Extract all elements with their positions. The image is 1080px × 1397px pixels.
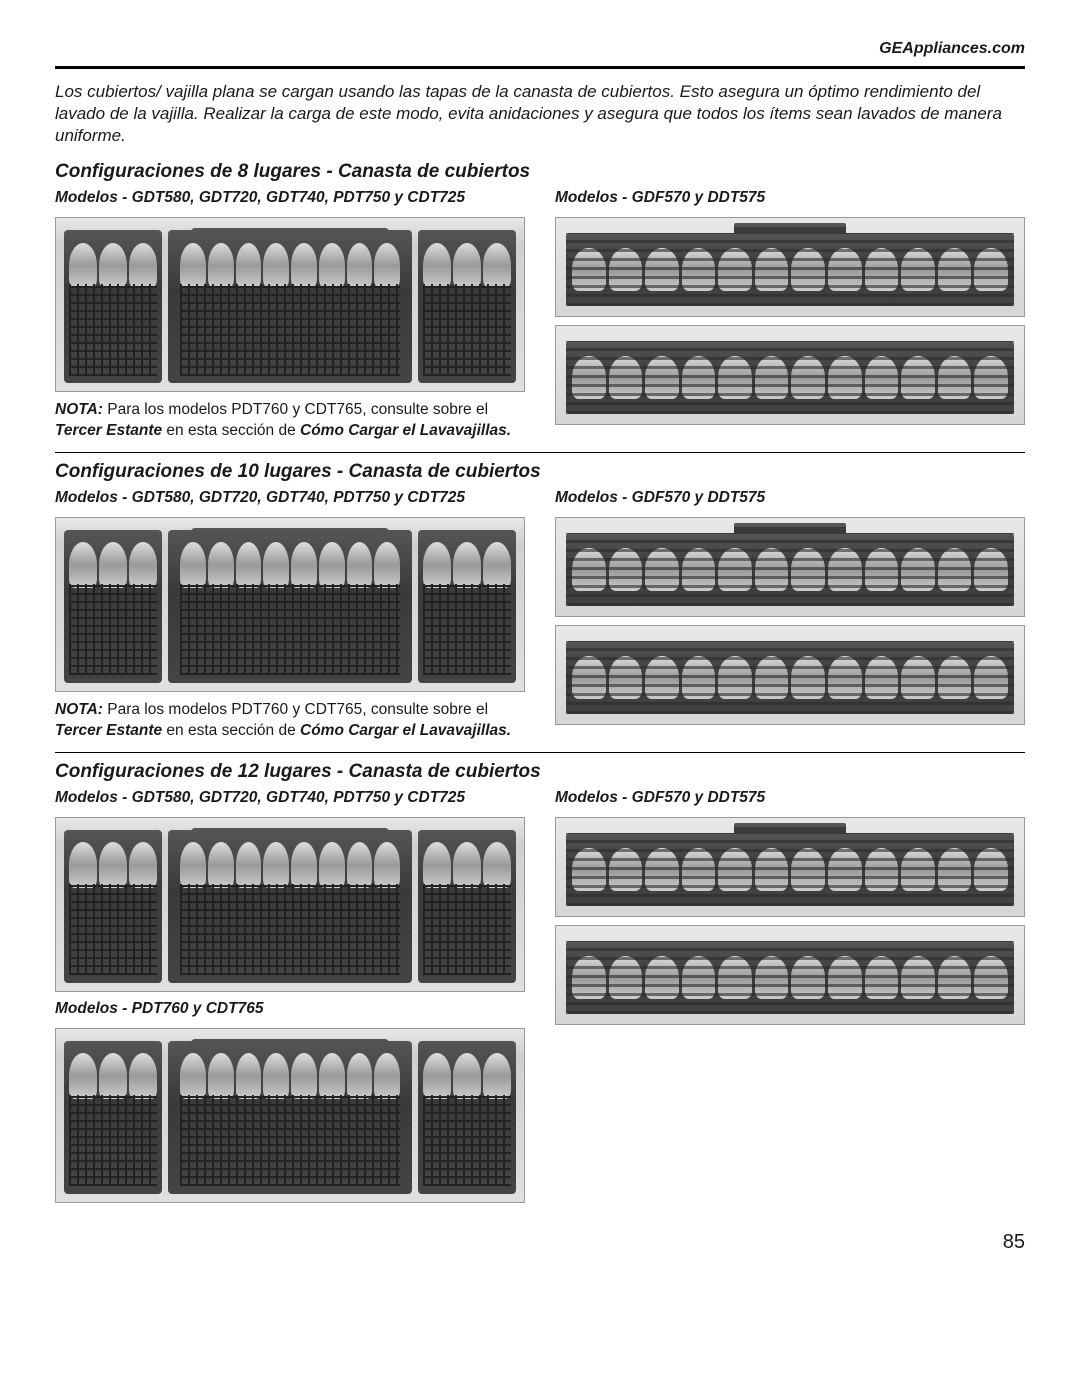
basket-image-8-right-top [555, 217, 1025, 317]
basket-image-10-right-top [555, 517, 1025, 617]
section-10-left-col: Modelos - GDT580, GDT720, GDT740, PDT750… [55, 489, 525, 742]
nota-text1-10: Para los modelos PDT760 y CDT765, consul… [103, 701, 488, 718]
section-8-title-prefix: Configuraciones de 8 lugares - [55, 161, 338, 182]
section-10-nota: NOTA: Para los modelos PDT760 y CDT765, … [55, 700, 525, 742]
nota-label: NOTA: [55, 401, 103, 418]
nota-text2: en esta sección de [162, 422, 300, 439]
nota-em1-10: Tercer Estante [55, 722, 162, 739]
basket-image-8-right-bottom [555, 325, 1025, 425]
section-8-right-models: Modelos - GDF570 y DDT575 [555, 189, 1025, 207]
header-site-link: GEAppliances.com [55, 40, 1025, 58]
section-8-left-col: Modelos - GDT580, GDT720, GDT740, PDT750… [55, 189, 525, 442]
section-10-left-models: Modelos - GDT580, GDT720, GDT740, PDT750… [55, 489, 525, 507]
section-divider-2 [55, 752, 1025, 753]
basket-image-12-right-top [555, 817, 1025, 917]
basket-image-10-right-bottom [555, 625, 1025, 725]
nota-text2-10: en esta sección de [162, 722, 300, 739]
page-number: 85 [55, 1231, 1025, 1254]
section-12-columns: Modelos - GDT580, GDT720, GDT740, PDT750… [55, 789, 1025, 1211]
nota-em1: Tercer Estante [55, 422, 162, 439]
section-8-columns: Modelos - GDT580, GDT720, GDT740, PDT750… [55, 189, 1025, 442]
section-10-title: Configuraciones de 10 lugares - Canasta … [55, 461, 1025, 483]
section-12-left-col: Modelos - GDT580, GDT720, GDT740, PDT750… [55, 789, 525, 1211]
section-10-title-prefix: Configuraciones de 10 lugares - [55, 461, 349, 482]
section-8-title: Configuraciones de 8 lugares - Canasta d… [55, 161, 1025, 183]
section-divider-1 [55, 452, 1025, 453]
basket-image-12-right-bottom [555, 925, 1025, 1025]
section-12-extra-models: Modelos - PDT760 y CDT765 [55, 1000, 525, 1018]
basket-image-10-left [55, 517, 525, 692]
nota-em2: Cómo Cargar el Lavavajillas. [300, 422, 511, 439]
section-10-columns: Modelos - GDT580, GDT720, GDT740, PDT750… [55, 489, 1025, 742]
intro-paragraph: Los cubiertos/ vajilla plana se cargan u… [55, 81, 1025, 147]
basket-image-12-extra [55, 1028, 525, 1203]
section-12-left-models: Modelos - GDT580, GDT720, GDT740, PDT750… [55, 789, 525, 807]
basket-image-8-left [55, 217, 525, 392]
section-8-title-bold: Canasta de cubiertos [338, 161, 530, 182]
section-12-title-prefix: Configuraciones de 12 lugares - [55, 761, 349, 782]
section-8-left-models: Modelos - GDT580, GDT720, GDT740, PDT750… [55, 189, 525, 207]
nota-text1: Para los modelos PDT760 y CDT765, consul… [103, 401, 488, 418]
section-12-right-models: Modelos - GDF570 y DDT575 [555, 789, 1025, 807]
nota-em2-10: Cómo Cargar el Lavavajillas. [300, 722, 511, 739]
section-12-title: Configuraciones de 12 lugares - Canasta … [55, 761, 1025, 783]
section-10-title-bold: Canasta de cubiertos [349, 461, 541, 482]
nota-label-10: NOTA: [55, 701, 103, 718]
section-10-right-models: Modelos - GDF570 y DDT575 [555, 489, 1025, 507]
section-10-right-col: Modelos - GDF570 y DDT575 [555, 489, 1025, 742]
section-12-right-col: Modelos - GDF570 y DDT575 [555, 789, 1025, 1211]
section-12-title-bold: Canasta de cubiertos [349, 761, 541, 782]
top-rule [55, 66, 1025, 69]
section-8-right-col: Modelos - GDF570 y DDT575 [555, 189, 1025, 442]
basket-image-12-left [55, 817, 525, 992]
section-8-nota: NOTA: Para los modelos PDT760 y CDT765, … [55, 400, 525, 442]
